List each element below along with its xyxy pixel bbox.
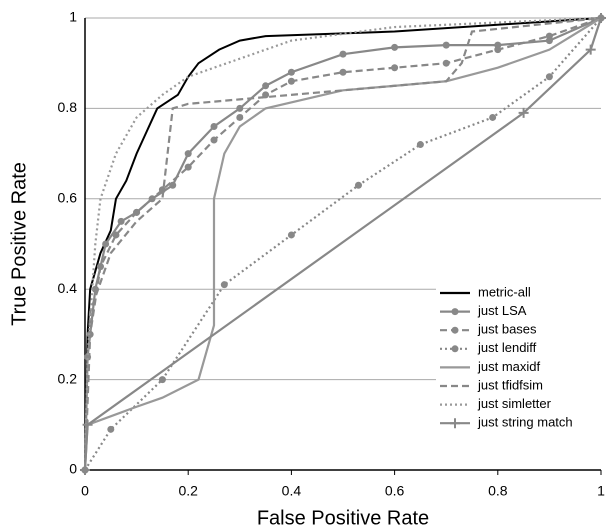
- series-line: [84, 17, 602, 471]
- x-axis-title: False Positive Rate: [257, 507, 429, 529]
- legend-marker: [450, 418, 460, 429]
- x-tick-label: 1: [597, 483, 605, 499]
- point: [518, 107, 529, 118]
- point: [545, 32, 553, 40]
- point: [442, 41, 450, 49]
- point: [112, 231, 120, 239]
- point: [82, 419, 93, 430]
- y-tick-label: 0.2: [58, 370, 78, 386]
- y-tick-label: 0: [69, 461, 77, 477]
- legend-label: just LSA: [477, 303, 527, 318]
- point: [391, 43, 399, 51]
- point: [339, 68, 347, 76]
- series-line: [83, 16, 602, 471]
- point: [220, 281, 228, 289]
- point: [287, 68, 295, 76]
- point: [184, 163, 192, 171]
- legend-label: just maxidf: [477, 359, 541, 374]
- point: [158, 376, 166, 384]
- point: [96, 263, 104, 271]
- point: [236, 113, 244, 121]
- point: [442, 59, 450, 67]
- legend-marker: [451, 308, 459, 316]
- point: [339, 50, 347, 58]
- point: [80, 465, 90, 475]
- legend-label: just string match: [477, 415, 573, 430]
- legend-marker: [451, 326, 459, 334]
- point: [117, 217, 125, 225]
- x-tick-label: 0: [81, 483, 89, 499]
- legend-label: just simletter: [477, 396, 552, 411]
- point: [494, 46, 502, 54]
- x-tick-label: 0.4: [282, 483, 302, 499]
- point: [287, 231, 295, 239]
- point: [596, 13, 606, 23]
- legend-box: [436, 283, 602, 434]
- x-tick-label: 0.2: [178, 483, 198, 499]
- point: [184, 150, 192, 158]
- point: [287, 77, 295, 85]
- point: [107, 425, 115, 433]
- y-axis-title: True Positive Rate: [8, 162, 30, 326]
- x-tick-label: 0.8: [488, 483, 508, 499]
- point: [416, 141, 424, 149]
- series-line: [83, 17, 602, 471]
- x-tick-label: 0.6: [385, 483, 405, 499]
- legend-marker: [451, 345, 459, 353]
- legend-label: just bases: [477, 322, 537, 337]
- y-tick-label: 1: [69, 9, 77, 25]
- series-line: [84, 17, 602, 471]
- y-tick-label: 0.4: [58, 280, 78, 296]
- point: [262, 82, 270, 90]
- point: [391, 64, 399, 72]
- legend-label: just lendiff: [477, 340, 537, 355]
- point: [354, 181, 362, 189]
- point: [585, 44, 596, 55]
- legend-label: metric-all: [478, 284, 531, 299]
- point: [133, 208, 141, 216]
- point: [489, 113, 497, 121]
- point: [210, 136, 218, 144]
- point: [102, 240, 110, 248]
- y-tick-label: 0.8: [58, 99, 78, 115]
- point: [210, 122, 218, 130]
- y-tick-label: 0.6: [58, 190, 78, 206]
- point: [545, 73, 553, 81]
- legend-label: just tfidfsim: [477, 377, 543, 392]
- point: [236, 104, 244, 112]
